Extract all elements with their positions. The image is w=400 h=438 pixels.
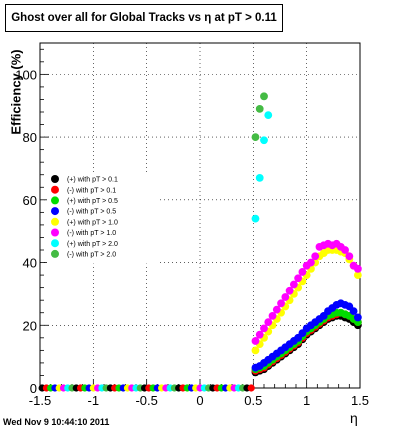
legend-marker xyxy=(51,207,59,216)
legend-label: (+) with pT > 2.0 xyxy=(67,241,118,248)
data-point xyxy=(277,299,285,308)
legend-marker xyxy=(51,228,59,237)
data-point xyxy=(294,274,303,283)
data-point xyxy=(285,286,294,295)
x-axis-label: η xyxy=(350,410,358,426)
y-tick-label: 60 xyxy=(23,193,37,208)
data-point xyxy=(349,307,358,316)
legend-marker xyxy=(51,196,59,205)
y-tick-label: 20 xyxy=(23,318,37,333)
data-point xyxy=(307,258,315,267)
legend-label: (+) with pT > 0.5 xyxy=(67,198,118,205)
data-point xyxy=(281,293,290,301)
data-point xyxy=(289,280,298,289)
data-point xyxy=(353,313,362,322)
x-tick-label: -1 xyxy=(88,393,100,408)
x-tick-label: 1 xyxy=(303,393,310,408)
data-point xyxy=(251,346,260,355)
x-tick-label: -1.5 xyxy=(29,393,51,408)
data-point xyxy=(260,92,268,101)
legend-marker xyxy=(51,217,59,226)
legend-label: (+) with pT > 1.0 xyxy=(67,219,118,226)
data-point xyxy=(251,133,260,141)
data-point xyxy=(298,268,307,276)
legend-box xyxy=(47,172,159,264)
legend-label: (-) with pT > 2.0 xyxy=(67,252,116,259)
data-point xyxy=(272,305,281,314)
data-point xyxy=(264,111,273,120)
timestamp: Wed Nov 9 10:44:10 2011 xyxy=(3,417,110,427)
data-point xyxy=(268,311,277,320)
y-tick-label: 40 xyxy=(23,256,37,271)
data-point xyxy=(264,318,273,327)
data-point xyxy=(255,330,264,339)
y-axis-label: Efficiency (%) xyxy=(8,49,24,135)
data-point xyxy=(345,252,354,261)
legend-marker xyxy=(51,239,59,248)
data-point xyxy=(311,252,320,261)
data-point xyxy=(353,264,362,273)
data-point xyxy=(255,173,264,182)
legend-label: (+) with pT > 0.1 xyxy=(67,177,118,184)
x-tick-label: -0.5 xyxy=(135,393,157,408)
data-point xyxy=(260,136,268,145)
data-point xyxy=(251,214,260,223)
data-point xyxy=(251,337,260,345)
legend-label: (-) with pT > 1.0 xyxy=(67,230,116,237)
y-tick-label: 100 xyxy=(15,67,37,82)
legend-label: (-) with pT > 0.5 xyxy=(67,209,116,216)
y-tick-label: 0 xyxy=(30,381,37,396)
legend-label: (-) with pT > 0.1 xyxy=(67,187,116,194)
data-point xyxy=(260,324,268,333)
baseline-point xyxy=(247,384,255,392)
legend-marker xyxy=(51,175,59,183)
y-tick-label: 80 xyxy=(23,130,37,145)
x-tick-label: 0.5 xyxy=(244,393,262,408)
x-tick-label: 1.5 xyxy=(351,393,369,408)
legend-marker xyxy=(51,249,59,258)
data-point xyxy=(255,104,264,113)
legend-marker xyxy=(51,185,59,194)
data-point xyxy=(341,246,349,254)
data-point xyxy=(353,271,362,279)
x-tick-label: 0 xyxy=(196,393,203,408)
chart-title: Ghost over all for Global Tracks vs η at… xyxy=(5,4,283,32)
